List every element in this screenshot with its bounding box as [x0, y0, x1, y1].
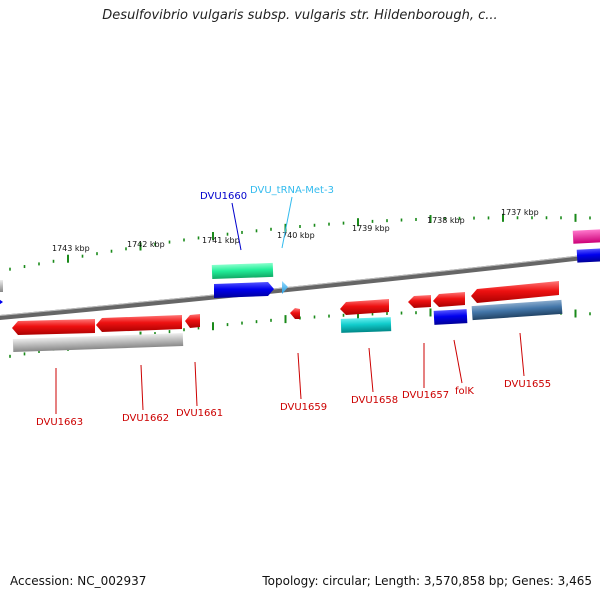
gene-DVU1660[interactable] [214, 282, 274, 298]
gene-DVU1655[interactable] [471, 281, 559, 303]
gene-DVU1659[interactable] [290, 308, 300, 319]
accession-label: Accession: NC_002937 [10, 574, 147, 588]
gene-label-folK[interactable]: folK [455, 386, 474, 397]
feature-bar-gray[interactable] [12, 333, 184, 352]
reverse-strand-features [12, 281, 563, 352]
feature-bar-pink[interactable] [572, 229, 600, 244]
feature-bar[interactable] [211, 262, 274, 280]
gene-label-DVU1662[interactable]: DVU1662 [122, 413, 169, 424]
genome-backbone-highlight [0, 253, 600, 317]
feature-bar-steel[interactable] [471, 299, 563, 321]
gene-DVU_tRNA-Met-3[interactable] [282, 281, 288, 294]
feature-bar-cyan[interactable] [340, 317, 392, 333]
label-leaders [55, 196, 525, 414]
forward-strand-features [0, 229, 600, 307]
feature-bar-gray-left[interactable] [0, 280, 3, 292]
genome-stats: Topology: circular; Length: 3,570,858 bp… [262, 574, 592, 588]
kbp-ruler: 1743 kbp 1742 kbp 1741 kbp 1740 kbp 1739… [52, 208, 539, 253]
gene-label-DVU1655[interactable]: DVU1655 [504, 379, 551, 390]
gene-DVU1661[interactable] [185, 314, 200, 328]
kbp-tick-label: 1738 kbp [427, 216, 465, 225]
gene-DVU1658[interactable] [340, 299, 389, 315]
gene-DVU1657[interactable] [408, 295, 431, 308]
feature-bar-blue-lower[interactable] [433, 309, 468, 325]
gene-label-DVU1658[interactable]: DVU1658 [351, 395, 398, 406]
gene-label-DVU1660[interactable]: DVU1660 [200, 191, 247, 202]
gene-label-DVU_tRNA-Met-3[interactable]: DVU_tRNA-Met-3 [250, 185, 334, 196]
feature-blue-left[interactable] [0, 297, 3, 307]
gene-labels: DVU1663 DVU1662 DVU1661 DVU1660 DVU_tRNA… [36, 185, 551, 428]
gene-label-DVU1657[interactable]: DVU1657 [402, 390, 449, 401]
gene-folK[interactable] [433, 292, 465, 307]
genome-backbone [0, 253, 600, 321]
kbp-tick-label: 1741 kbp [202, 236, 240, 245]
gene-label-DVU1661[interactable]: DVU1661 [176, 408, 223, 419]
kbp-tick-label: 1743 kbp [52, 244, 90, 253]
gene-label-DVU1659[interactable]: DVU1659 [280, 402, 327, 413]
gene-DVU1662[interactable] [96, 315, 182, 332]
kbp-tick-label: 1737 kbp [501, 208, 539, 217]
upper-tick-track [9, 213, 591, 271]
gene-DVU1663[interactable] [12, 319, 95, 335]
gene-label-DVU1663[interactable]: DVU1663 [36, 417, 83, 428]
kbp-tick-label: 1739 kbp [352, 224, 390, 233]
feature-bar-blue[interactable] [576, 248, 600, 263]
kbp-tick-label: 1740 kbp [277, 231, 315, 240]
kbp-tick-label: 1742 kbp [127, 240, 165, 249]
genome-title: Desulfovibrio vulgaris subsp. vulgaris s… [102, 8, 498, 23]
